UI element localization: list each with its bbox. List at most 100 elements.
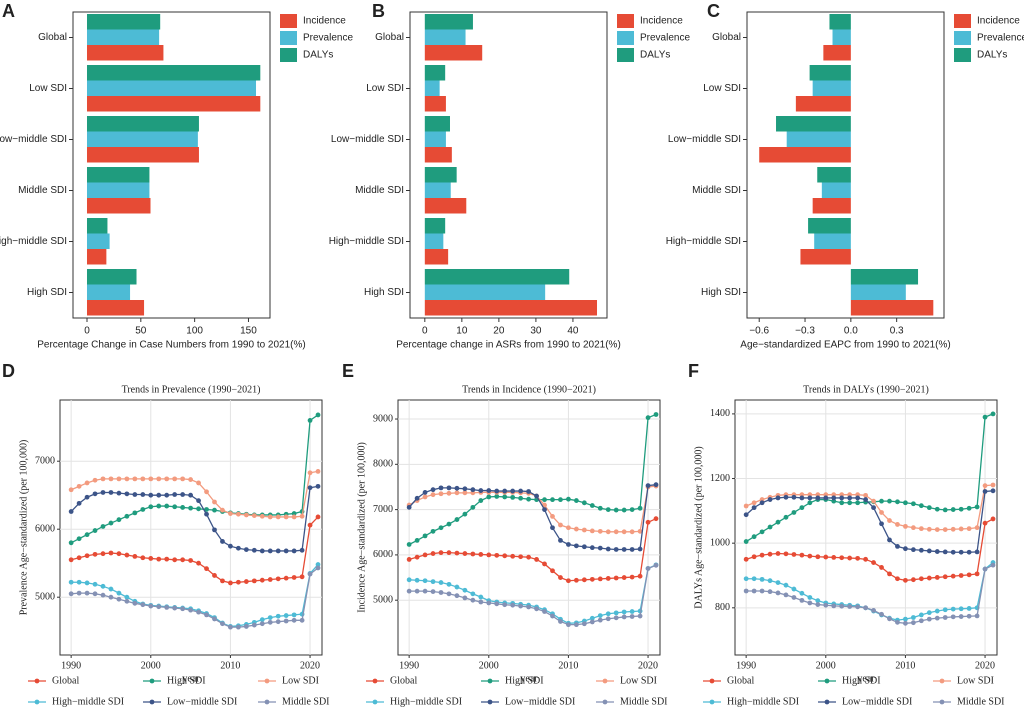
data-point <box>879 565 884 570</box>
bar <box>86 182 150 198</box>
data-point <box>259 548 265 554</box>
data-point <box>966 526 972 532</box>
legend-label: Low SDI <box>957 675 994 686</box>
y-tick-label: High−middle SDI <box>329 236 404 247</box>
y-tick-label: 1000 <box>710 537 730 548</box>
data-point <box>558 619 563 624</box>
data-point <box>751 534 757 540</box>
data-point <box>486 552 492 558</box>
data-point <box>566 496 571 502</box>
data-point <box>613 575 619 581</box>
data-point <box>220 507 225 513</box>
data-point <box>847 495 853 501</box>
data-point <box>879 498 884 504</box>
data-point <box>990 562 996 568</box>
data-point <box>934 549 940 554</box>
data-point <box>573 622 579 628</box>
data-point <box>315 412 321 418</box>
data-point <box>100 524 106 529</box>
data-point <box>92 528 98 533</box>
data-point <box>879 611 884 617</box>
data-point <box>934 608 940 614</box>
data-point <box>783 494 789 500</box>
data-point <box>847 555 853 561</box>
bar <box>424 131 446 147</box>
data-point <box>903 500 908 506</box>
data-point <box>430 551 436 556</box>
legend-dot <box>264 699 270 705</box>
data-point <box>950 507 956 512</box>
data-point <box>172 476 178 482</box>
data-point <box>751 554 757 560</box>
data-point <box>108 550 114 556</box>
data-point <box>454 584 460 590</box>
legend-label: Middle SDI <box>620 696 668 707</box>
data-point <box>815 554 821 560</box>
data-point <box>903 616 908 622</box>
data-point <box>871 498 876 504</box>
data-point <box>180 505 186 510</box>
data-point <box>283 514 289 520</box>
data-point <box>430 528 436 534</box>
data-point <box>597 613 603 618</box>
legend-dot <box>709 678 715 684</box>
data-point <box>446 581 452 587</box>
legend-label: Prevalence <box>640 33 690 44</box>
data-point <box>990 488 996 494</box>
y-tick-label: Low SDI <box>366 83 404 94</box>
data-point <box>775 519 781 525</box>
data-point <box>589 576 595 582</box>
data-point <box>855 604 861 610</box>
data-point <box>478 594 484 600</box>
bar <box>86 284 131 300</box>
data-point <box>605 507 611 513</box>
data-point <box>108 490 114 495</box>
legend-swatch <box>954 48 971 62</box>
legend-swatch <box>280 14 297 28</box>
data-point <box>942 549 948 555</box>
data-point <box>566 525 571 531</box>
legend-swatch <box>617 14 634 28</box>
legend-dot <box>149 678 155 684</box>
data-point <box>934 575 940 580</box>
data-point <box>799 505 805 511</box>
legend-label: Middle SDI <box>282 696 330 707</box>
data-point <box>645 415 651 421</box>
data-point <box>581 544 587 550</box>
data-point <box>462 551 468 556</box>
data-point <box>990 516 996 522</box>
legend-dot <box>264 678 270 684</box>
data-point <box>275 576 281 582</box>
data-point <box>478 488 484 493</box>
data-point <box>204 489 209 495</box>
data-point <box>283 548 289 554</box>
data-point <box>566 542 571 547</box>
data-point <box>895 576 900 582</box>
x-tick-label: −0.3 <box>795 326 815 337</box>
data-point <box>68 557 74 563</box>
data-point <box>974 549 980 555</box>
x-tick-label: 30 <box>530 326 542 337</box>
data-point <box>235 511 241 517</box>
data-point <box>775 580 781 586</box>
data-point <box>581 621 587 627</box>
data-point <box>550 525 555 531</box>
data-point <box>196 609 201 615</box>
data-point <box>116 490 122 496</box>
data-point <box>220 621 225 627</box>
data-point <box>942 527 948 533</box>
data-point <box>775 495 781 501</box>
data-point <box>140 507 146 512</box>
data-point <box>406 588 412 594</box>
data-point <box>148 476 154 482</box>
data-point <box>926 575 932 581</box>
data-point <box>839 555 845 561</box>
data-point <box>534 557 539 562</box>
y-tick-label: Low SDI <box>29 83 67 94</box>
data-point <box>942 574 948 580</box>
bar <box>424 96 446 112</box>
y-tick-label: High SDI <box>701 287 741 298</box>
data-point <box>164 476 170 482</box>
panel-label: E <box>342 361 354 381</box>
bar <box>759 147 851 163</box>
